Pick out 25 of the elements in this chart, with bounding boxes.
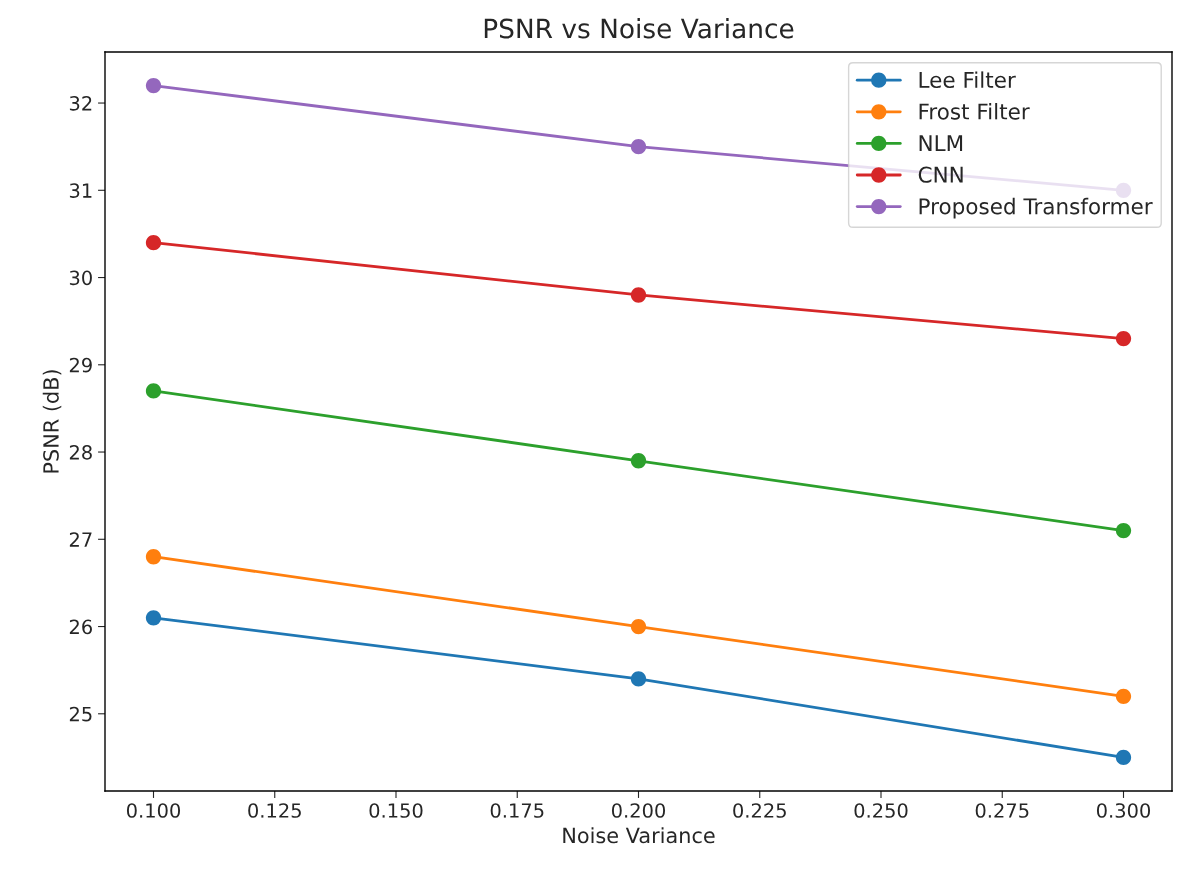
x-tick-label: 0.200 xyxy=(611,803,666,818)
legend-label: NLM xyxy=(919,135,963,151)
legend-label: Proposed Transformer xyxy=(919,197,1153,219)
legend-label: Lee Filter xyxy=(919,71,1016,89)
y-axis-title: PSNR (dB) xyxy=(42,370,62,473)
x-tick-label: 0.225 xyxy=(733,803,786,818)
x-tick-label: 0.150 xyxy=(369,803,423,818)
y-tick-label: 31 xyxy=(69,183,92,198)
legend-label: CNN xyxy=(918,166,963,183)
y-tick-label: 29 xyxy=(69,357,92,373)
y-tick-label: 32 xyxy=(69,96,92,111)
chart-title: PSNR vs Noise Variance xyxy=(484,18,794,39)
y-tick-label: 25 xyxy=(69,706,92,722)
x-tick-label: 0.175 xyxy=(490,803,544,818)
legend-label: Frost Filter xyxy=(919,102,1030,120)
x-tick-label: 0.275 xyxy=(975,803,1029,818)
x-tick-label: 0.300 xyxy=(1096,803,1151,818)
x-axis-title: Noise Variance xyxy=(563,827,715,844)
y-tick-label: 26 xyxy=(69,619,92,635)
y-tick-label: 27 xyxy=(69,532,92,547)
y-tick-label: 30 xyxy=(69,270,92,286)
x-tick-label: 0.250 xyxy=(854,803,908,818)
x-tick-label: 0.100 xyxy=(126,803,181,818)
x-tick-label: 0.125 xyxy=(248,803,301,818)
y-tick-label: 28 xyxy=(69,444,92,460)
